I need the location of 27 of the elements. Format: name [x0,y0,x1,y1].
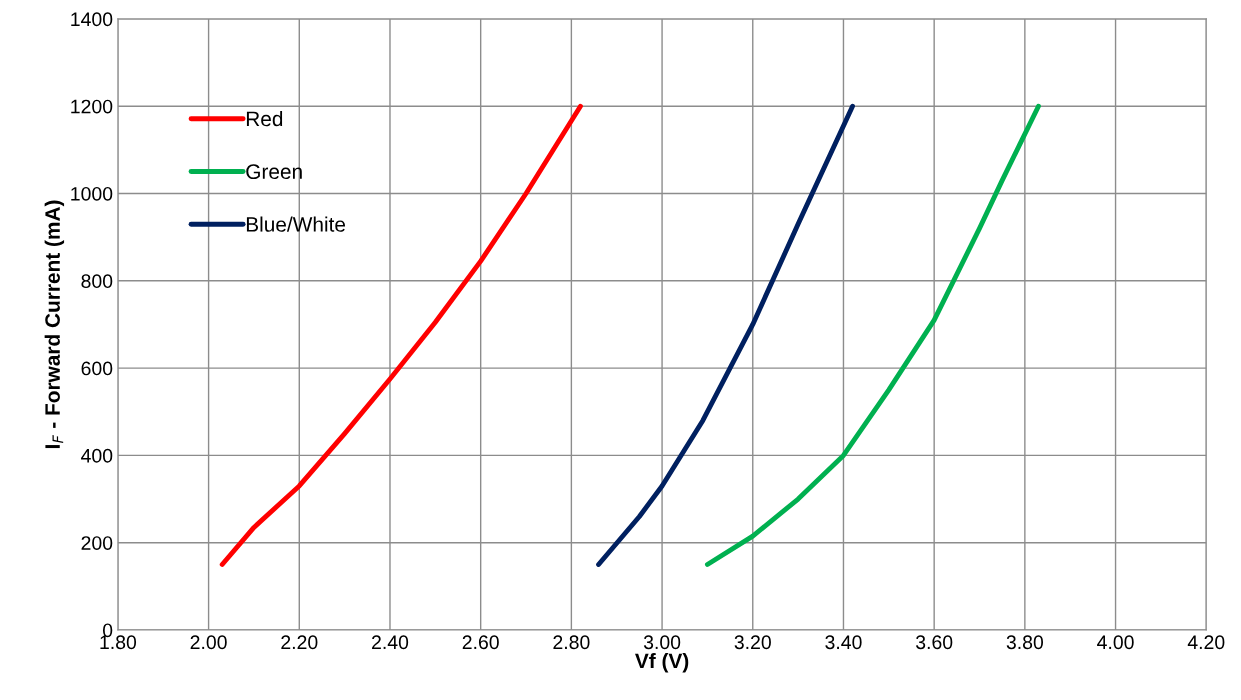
x-tick-label: 2.40 [372,635,409,650]
x-tick-label: 3.40 [825,635,862,650]
legend-label: Red [246,110,283,127]
x-tick-label: 4.00 [1097,635,1134,650]
y-tick-label: 1200 [71,99,113,114]
x-axis-title: Vf (V) [635,652,689,673]
x-tick-label: 2.20 [281,635,318,650]
x-tick-label: 2.00 [190,635,227,650]
y-axis-title: I$_{F}$ - Forward Current (mA) [44,200,65,449]
legend-label: Blue/White [246,216,346,232]
x-tick-label: 4.20 [1187,635,1225,650]
x-tick-label: 2.60 [462,635,499,650]
y-tick-label: 800 [81,274,113,289]
x-tick-label: 3.00 [643,635,681,650]
line-series [596,103,855,567]
y-tick-label: 600 [81,361,113,376]
legend-label: Green [246,164,302,180]
x-tick-label: 3.60 [915,635,953,650]
y-tick-label: 1400 [71,12,113,27]
x-tick-label: 3.20 [734,635,771,650]
y-tick-label: 400 [81,448,113,463]
y-tick-label: 200 [81,536,113,550]
line-series [219,103,583,567]
y-tick-label: 1000 [71,186,113,201]
line-series [704,103,1041,567]
x-tick-label: 2.80 [553,635,590,650]
x-tick-label: 3.80 [1006,635,1044,650]
